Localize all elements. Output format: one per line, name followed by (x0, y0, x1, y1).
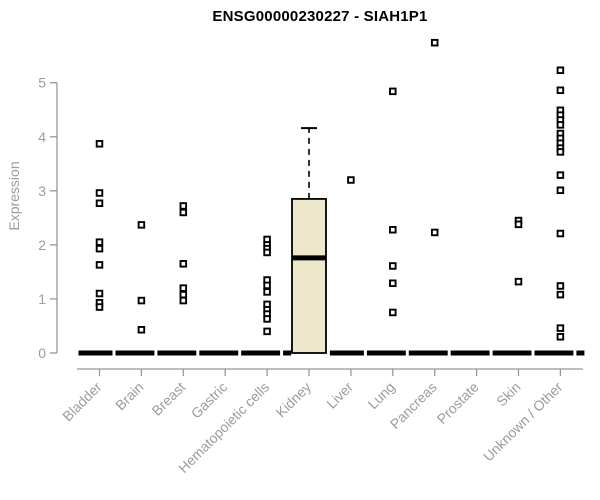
outlier-point-hematopoietic-cells (263, 315, 271, 323)
outlier-point-bladder (95, 238, 104, 246)
x-category-label-breast: Breast (148, 379, 188, 419)
box-kidney (291, 198, 327, 354)
outlier-point-unknown-other (556, 171, 565, 179)
outlier-point-breast (179, 290, 188, 299)
x-category-label-prostate: Prostate (434, 379, 482, 427)
outlier-point-lung (389, 279, 397, 288)
collapsed-box-cap-hematopoietic-cells (283, 350, 292, 356)
outlier-point-unknown-other (556, 324, 565, 332)
outlier-point-hematopoietic-cells (263, 248, 271, 257)
outlier-point-hematopoietic-cells (263, 327, 271, 336)
outlier-point-brain (137, 326, 146, 334)
outlier-point-hematopoietic-cells (263, 281, 271, 290)
outlier-point-liver (347, 176, 355, 184)
y-tick-label: 0 (38, 345, 46, 361)
outlier-point-unknown-other (556, 148, 565, 156)
outlier-point-brain (137, 296, 146, 305)
outlier-point-breast (179, 208, 188, 217)
collapsed-box-cap-liver (366, 350, 375, 356)
collapsed-box-cap-prostate (492, 350, 501, 356)
outlier-point-lung (389, 308, 397, 317)
collapsed-box-brain (120, 350, 155, 356)
outlier-point-skin (514, 220, 523, 229)
outlier-point-bladder (95, 289, 104, 298)
x-category-label-lung: Lung (365, 379, 398, 412)
x-category-label-bladder: Bladder (59, 379, 105, 425)
x-category-label-kidney: Kidney (273, 379, 315, 421)
outlier-point-breast (179, 296, 188, 305)
collapsed-box-cap-skin (534, 350, 543, 356)
collapsed-box-lung (371, 350, 406, 356)
outlier-point-unknown-other (556, 333, 565, 341)
collapsed-box-hematopoietic-cells (246, 350, 281, 356)
outlier-point-pancreas (430, 228, 439, 237)
outlier-point-lung (389, 225, 397, 234)
y-tick-label: 1 (38, 291, 46, 307)
outlier-point-unknown-other (556, 121, 565, 129)
outlier-point-pancreas (430, 38, 439, 47)
outlier-point-bladder (95, 244, 104, 253)
outlier-point-skin (514, 277, 523, 286)
outlier-point-bladder (95, 199, 104, 208)
collapsed-box-pancreas (413, 350, 448, 356)
collapsed-box-breast (162, 350, 197, 356)
collapsed-box-cap-lung (408, 350, 417, 356)
outlier-point-lung (389, 87, 397, 96)
outlier-point-bladder (95, 261, 104, 269)
outlier-point-bladder (95, 303, 104, 311)
collapsed-box-gastric (204, 350, 239, 356)
x-category-label-skin: Skin (493, 379, 524, 410)
outlier-point-unknown-other (556, 290, 565, 299)
outlier-point-breast (179, 202, 188, 210)
x-category-label-pancreas: Pancreas (387, 379, 440, 432)
collapsed-box-cap-bladder (115, 350, 124, 356)
y-tick-label: 3 (38, 183, 46, 199)
collapsed-box-skin (497, 350, 532, 356)
chart-title: ENSG00000230227 - SIAH1P1 (212, 8, 428, 25)
collapsed-box-bladder (78, 350, 113, 356)
collapsed-box-cap-brain (157, 350, 166, 356)
outlier-point-unknown-other (556, 229, 565, 238)
outlier-point-unknown-other (556, 186, 565, 195)
outlier-point-brain (137, 221, 146, 229)
collapsed-box-cap-gastric (241, 350, 250, 356)
collapsed-box-cap-breast (199, 350, 208, 356)
y-tick-label: 4 (38, 129, 46, 145)
collapsed-box-prostate (455, 350, 490, 356)
outlier-point-lung (389, 262, 397, 270)
x-category-label-brain: Brain (112, 379, 146, 413)
collapsed-box-cap-unknown-other (576, 350, 585, 356)
y-tick-label: 2 (38, 237, 46, 253)
collapsed-box-unknown-other (539, 350, 574, 356)
y-tick-label: 5 (38, 75, 46, 91)
outlier-point-unknown-other (556, 66, 565, 75)
collapsed-box-liver (329, 350, 364, 356)
outlier-point-breast (179, 260, 188, 268)
outlier-point-hematopoietic-cells (263, 288, 271, 296)
outlier-point-unknown-other (556, 282, 565, 290)
collapsed-box-cap-pancreas (450, 350, 459, 356)
outlier-point-unknown-other (556, 86, 565, 95)
outlier-point-bladder (95, 140, 104, 148)
outlier-point-bladder (95, 189, 104, 197)
x-category-label-liver: Liver (323, 379, 356, 412)
outlier-point-breast (179, 284, 188, 292)
x-category-label-unknown-other: Unknown / Other (480, 379, 566, 465)
